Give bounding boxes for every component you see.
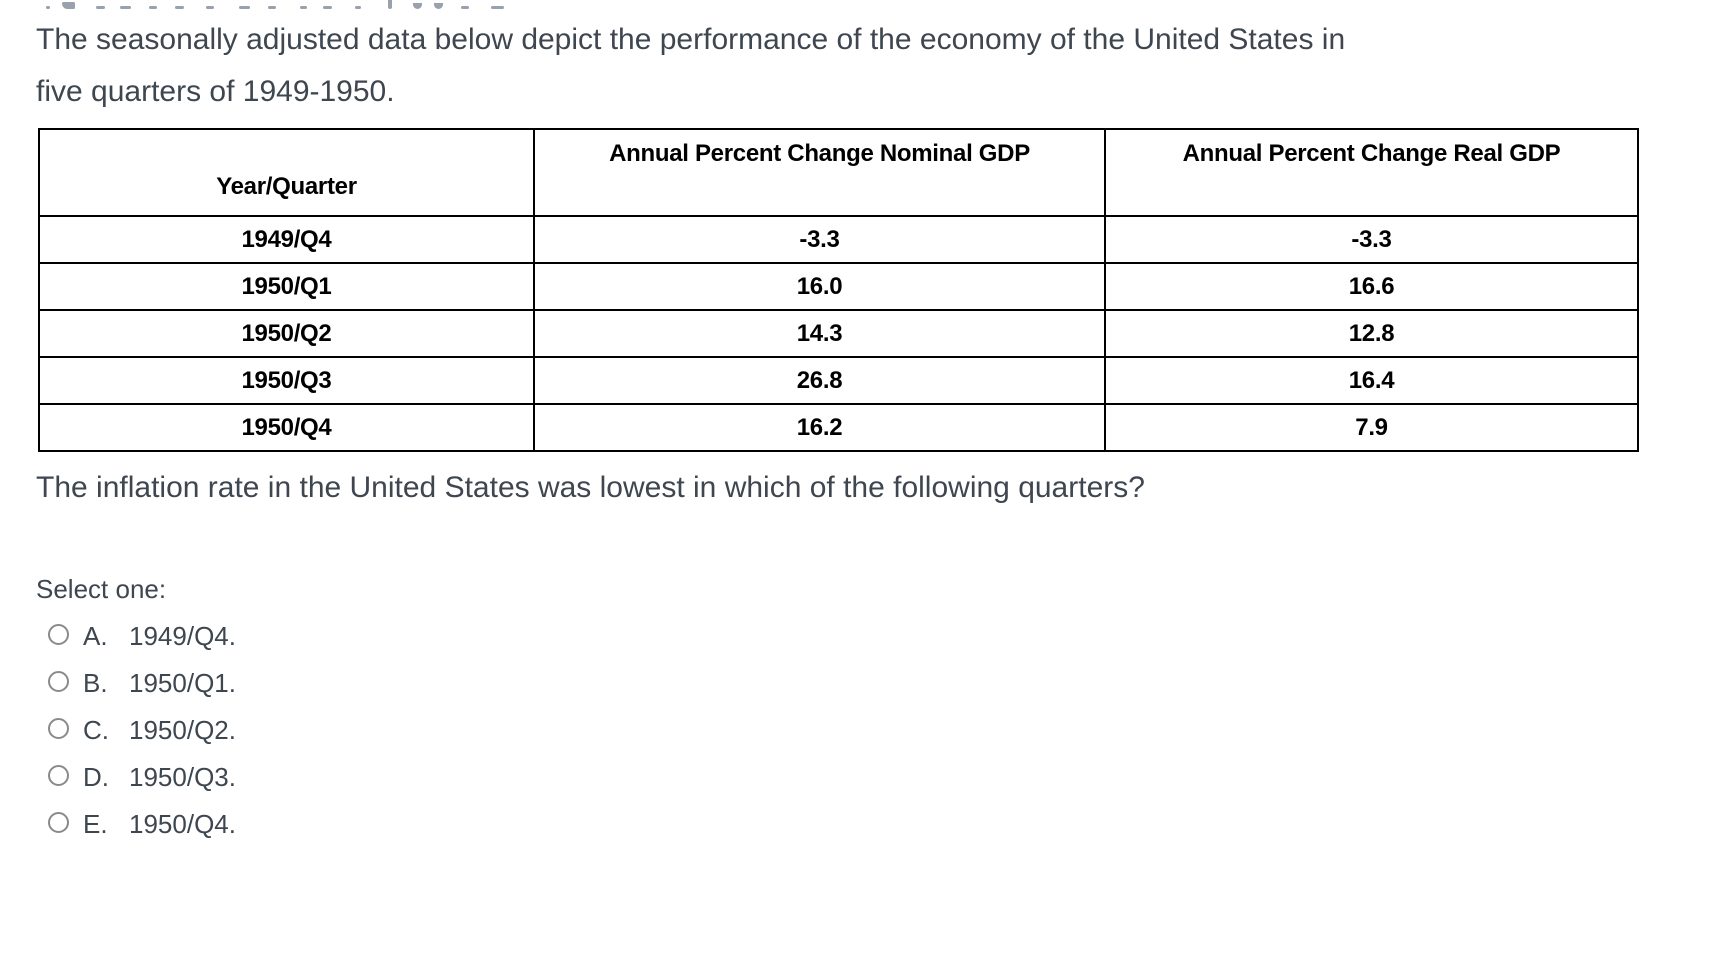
cell-quarter: 1950/Q2 — [38, 309, 535, 358]
cell-nominal: 16.2 — [533, 403, 1106, 452]
option-letter: C. — [83, 715, 109, 745]
cell-real: 7.9 — [1104, 403, 1639, 452]
header-nominal-gdp: Annual Percent Change Nominal GDP — [533, 128, 1106, 217]
answer-options-list: A. 1949/Q4. B. 1950/Q1. C. 1950/Q2. D. 1… — [36, 613, 236, 848]
cell-nominal: 16.0 — [533, 262, 1106, 311]
answer-option-e[interactable]: E. 1950/Q4. — [36, 801, 236, 848]
option-letter: E. — [83, 809, 108, 839]
cell-nominal: 14.3 — [533, 309, 1106, 358]
question-text: The inflation rate in the United States … — [36, 471, 1145, 504]
cell-quarter: 1950/Q3 — [38, 356, 535, 405]
cell-real: 12.8 — [1104, 309, 1639, 358]
option-d-radio[interactable] — [48, 765, 69, 786]
option-letter: A. — [83, 621, 108, 651]
table-row: 1950/Q1 16.0 16.6 — [38, 262, 1639, 311]
option-label: 1950/Q4. — [129, 809, 236, 839]
cell-real: -3.3 — [1104, 215, 1639, 264]
table-row: 1950/Q4 16.2 7.9 — [38, 403, 1639, 452]
answer-option-c[interactable]: C. 1950/Q2. — [36, 707, 236, 754]
table-row: 1950/Q2 14.3 12.8 — [38, 309, 1639, 358]
intro-line-1: The seasonally adjusted data below depic… — [36, 23, 1346, 56]
option-letter: D. — [83, 762, 109, 792]
option-b-radio[interactable] — [48, 671, 69, 692]
option-label: 1949/Q4. — [129, 621, 236, 651]
header-real-gdp: Annual Percent Change Real GDP — [1104, 128, 1639, 217]
option-label: 1950/Q2. — [129, 715, 236, 745]
option-label: 1950/Q3. — [129, 762, 236, 792]
answer-option-b[interactable]: B. 1950/Q1. — [36, 660, 236, 707]
header-year-quarter: Year/Quarter — [38, 128, 535, 217]
gdp-data-table: Year/Quarter Annual Percent Change Nomin… — [38, 128, 1639, 452]
option-a-radio[interactable] — [48, 624, 69, 645]
cell-quarter: 1950/Q1 — [38, 262, 535, 311]
cell-real: 16.6 — [1104, 262, 1639, 311]
table-row: 1950/Q3 26.8 16.4 — [38, 356, 1639, 405]
answer-option-a[interactable]: A. 1949/Q4. — [36, 613, 236, 660]
intro-line-2: five quarters of 1949-1950. — [36, 75, 395, 108]
question-intro-paragraph: The seasonally adjusted data below depic… — [36, 14, 1345, 118]
answer-section: Select one: A. 1949/Q4. B. 1950/Q1. C. 1… — [36, 574, 236, 848]
option-e-radio[interactable] — [48, 812, 69, 833]
table-header-row: Year/Quarter Annual Percent Change Nomin… — [38, 128, 1639, 217]
cell-nominal: -3.3 — [533, 215, 1106, 264]
answer-option-d[interactable]: D. 1950/Q3. — [36, 754, 236, 801]
cell-real: 16.4 — [1104, 356, 1639, 405]
option-c-radio[interactable] — [48, 718, 69, 739]
cell-quarter: 1949/Q4 — [38, 215, 535, 264]
option-letter: B. — [83, 668, 108, 698]
select-one-prompt: Select one: — [36, 574, 167, 604]
option-label: 1950/Q1. — [129, 668, 236, 698]
cell-nominal: 26.8 — [533, 356, 1106, 405]
cell-quarter: 1950/Q4 — [38, 403, 535, 452]
cropped-text-remnant — [0, 0, 700, 10]
table-row: 1949/Q4 -3.3 -3.3 — [38, 215, 1639, 264]
